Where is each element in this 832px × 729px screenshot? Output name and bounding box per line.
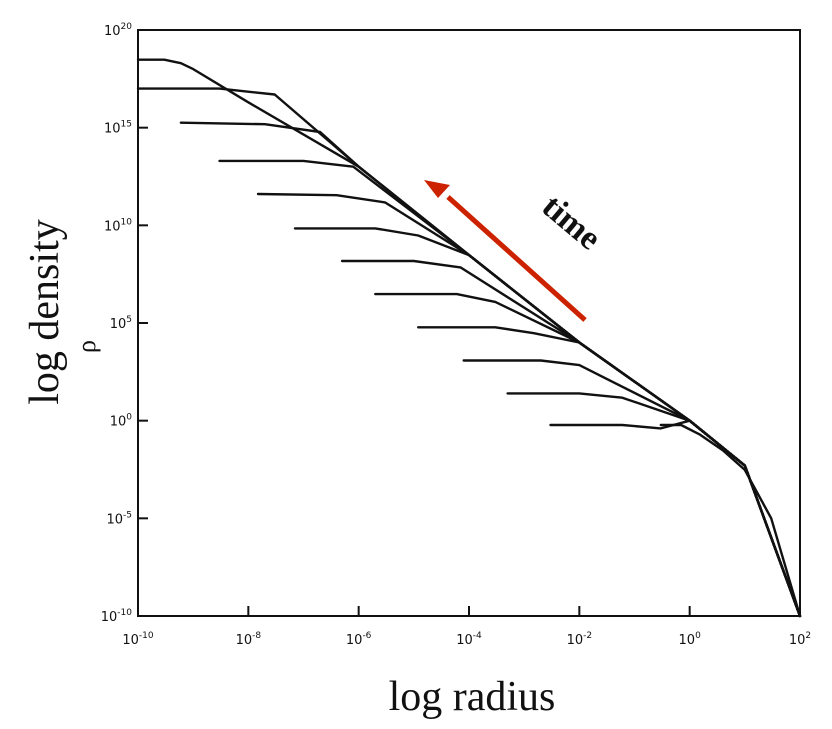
x-tick-label-exponent: -8 xyxy=(252,631,261,641)
y-tick-label: 10-5 xyxy=(106,510,132,527)
y-tick-label: 1020 xyxy=(104,22,132,39)
x-tick-label: 10-4 xyxy=(456,631,482,648)
x-tick-label-exponent: -2 xyxy=(583,631,592,641)
time-annotation: time xyxy=(535,188,608,258)
y-tick-label-exponent: 5 xyxy=(126,315,132,325)
density-profile-line xyxy=(256,192,802,618)
y-tick-label-base: 10 xyxy=(110,317,127,332)
x-tick-label-base: 10 xyxy=(236,633,253,648)
x-tick-label-base: 10 xyxy=(346,633,363,648)
y-tick-label: 1010 xyxy=(104,217,132,234)
y-tick-label-exponent: 10 xyxy=(121,217,133,227)
density-profile-line xyxy=(136,58,802,618)
y-tick-label-exponent: 0 xyxy=(126,413,132,423)
density-profile-line xyxy=(179,121,802,618)
y-tick-label-exponent: -10 xyxy=(117,608,132,618)
x-tick-group: 10-10 10-8 10-6 10-4 10-2 100 102 xyxy=(122,606,811,648)
x-tick-label-exponent: -10 xyxy=(139,631,154,641)
density-profile-line xyxy=(462,359,802,618)
y-tick-label-exponent: -5 xyxy=(123,510,132,520)
y-tick-label-base: 10 xyxy=(104,24,121,39)
y-tick-label-exponent: 15 xyxy=(121,120,132,130)
y-axis-label: log density xyxy=(22,219,68,405)
time-arrow-head xyxy=(424,180,450,198)
x-tick-label: 102 xyxy=(789,631,811,648)
series-group xyxy=(136,58,802,618)
x-tick-label: 10-2 xyxy=(567,631,593,648)
x-tick-label: 10-6 xyxy=(346,631,372,648)
density-profile-line xyxy=(417,326,802,618)
x-tick-label-exponent: 0 xyxy=(695,631,701,641)
y-tick-label: 100 xyxy=(110,413,133,430)
x-tick-label-exponent: -6 xyxy=(362,631,371,641)
y-tick-label-base: 10 xyxy=(110,415,127,430)
density-profile-line xyxy=(549,419,802,618)
x-tick-label: 100 xyxy=(679,631,702,648)
x-tick-label-base: 10 xyxy=(122,633,139,648)
y-tick-label-base: 10 xyxy=(104,219,121,234)
density-profile-line xyxy=(374,292,802,618)
x-tick-label: 10-10 xyxy=(122,631,154,648)
x-tick-label-base: 10 xyxy=(456,633,473,648)
time-arrow-shaft xyxy=(446,195,587,322)
density-profile-line xyxy=(659,423,802,618)
y-tick-label: 105 xyxy=(110,315,132,332)
x-tick-label-exponent: -4 xyxy=(473,631,482,641)
y-tick-label-base: 10 xyxy=(104,122,121,137)
x-tick-label-base: 10 xyxy=(679,633,696,648)
y-tick-label: 1015 xyxy=(104,120,132,137)
inner-y-label: ρ xyxy=(72,340,101,353)
density-profile-line xyxy=(340,259,802,618)
x-tick-label: 10-8 xyxy=(236,631,262,648)
plot-frame xyxy=(137,29,801,617)
y-tick-label-base: 10 xyxy=(101,610,118,625)
density-profile-line xyxy=(136,87,802,618)
x-tick-label-base: 10 xyxy=(567,633,584,648)
x-tick-label-base: 10 xyxy=(789,633,806,648)
y-tick-label: 10-10 xyxy=(101,608,133,625)
x-axis-label: log radius xyxy=(389,674,556,720)
y-tick-label-exponent: 20 xyxy=(121,22,133,32)
y-tick-label-base: 10 xyxy=(106,512,123,527)
x-tick-label-exponent: 2 xyxy=(805,631,811,641)
